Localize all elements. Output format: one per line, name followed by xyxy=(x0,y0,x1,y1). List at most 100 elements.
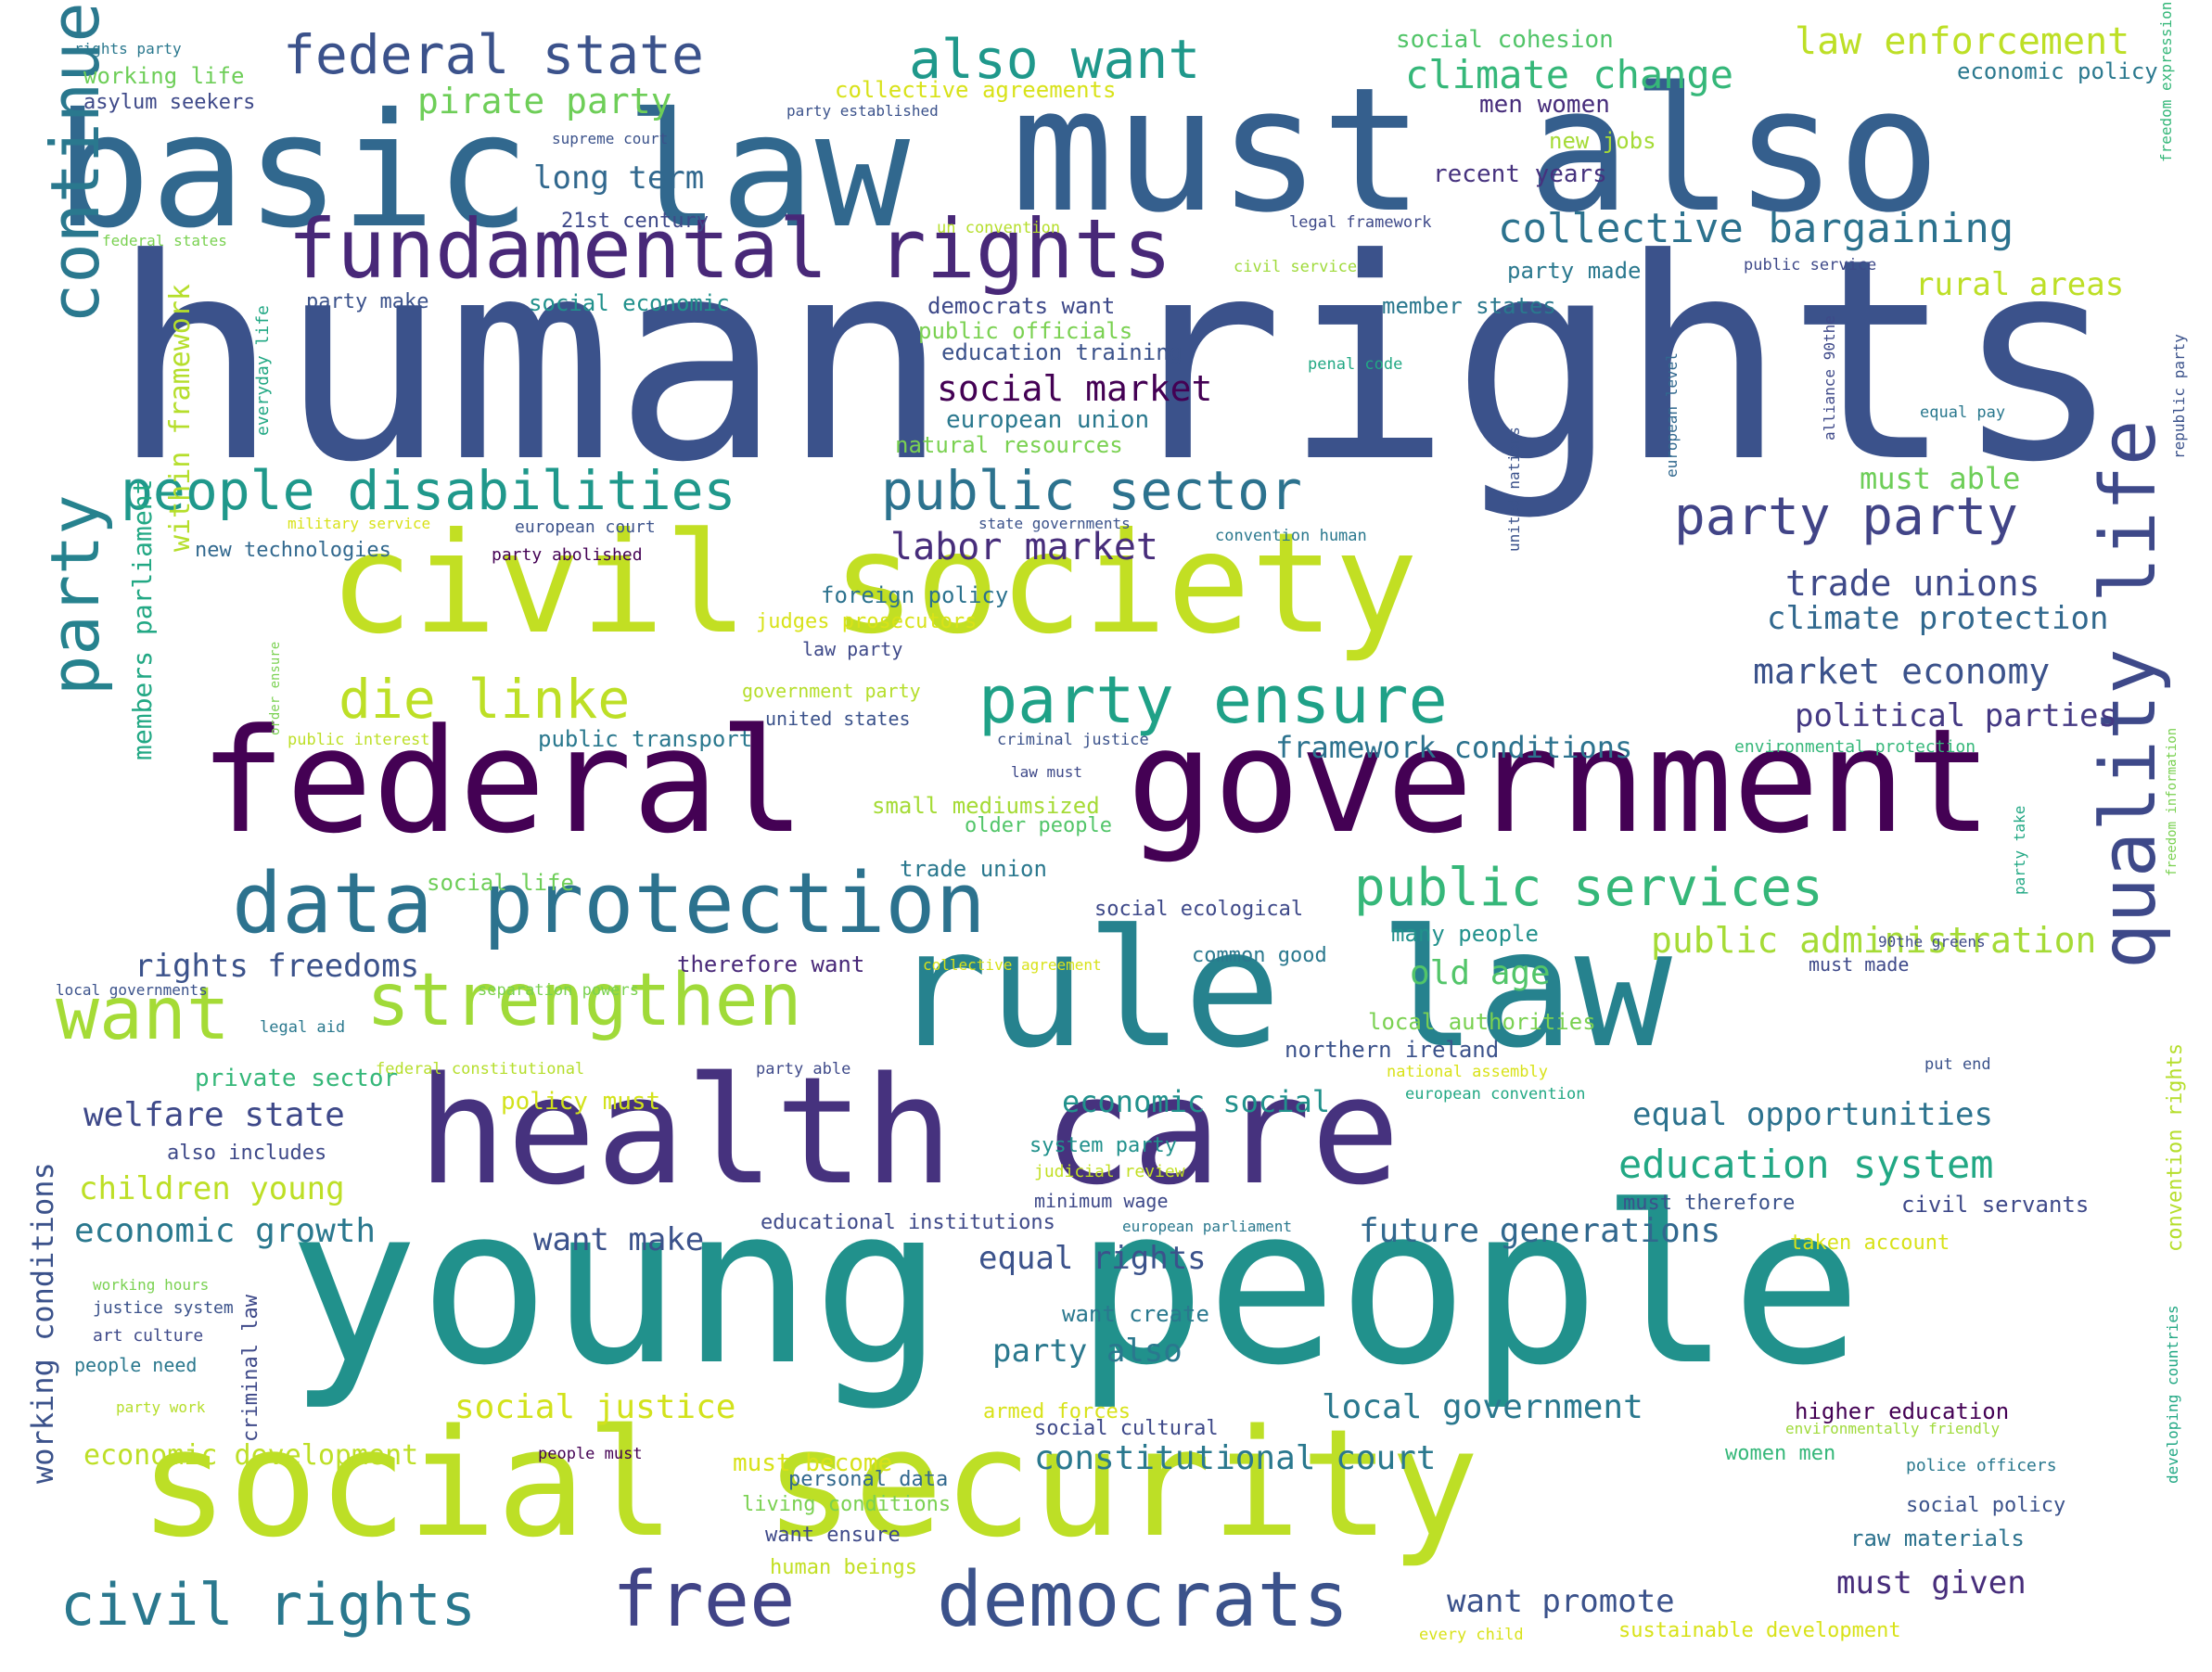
cloud-word: want xyxy=(56,973,230,1056)
cloud-word: freedom information xyxy=(2165,727,2180,876)
cloud-word: united states xyxy=(765,708,911,730)
cloud-word: social cultural xyxy=(1034,1417,1219,1440)
cloud-word: state governments xyxy=(978,515,1131,532)
cloud-word: social economic xyxy=(529,290,730,316)
cloud-word: party abolished xyxy=(492,545,643,565)
cloud-word: social life xyxy=(427,870,574,896)
cloud-word: party take xyxy=(2011,805,2028,895)
cloud-word: rights freedoms xyxy=(134,948,420,985)
cloud-word: personal data xyxy=(788,1468,949,1491)
cloud-word: european convention xyxy=(1405,1085,1586,1104)
cloud-word: working life xyxy=(83,63,245,89)
cloud-word: public administration xyxy=(1651,920,2097,961)
cloud-word: framework conditions xyxy=(1275,730,1633,765)
cloud-word: member states xyxy=(1382,293,1556,319)
cloud-word: collective agreement xyxy=(923,956,1102,974)
cloud-word: rights party xyxy=(74,40,182,57)
cloud-word: within framework xyxy=(164,284,197,552)
cloud-word: welfare state xyxy=(83,1096,345,1134)
cloud-word: therefore want xyxy=(677,951,865,977)
cloud-word: must therefore xyxy=(1623,1192,1796,1215)
cloud-word: working hours xyxy=(93,1276,210,1294)
cloud-word: democrats want xyxy=(927,293,1116,319)
cloud-word: european parliament xyxy=(1122,1218,1293,1235)
cloud-word: federal state xyxy=(283,23,704,86)
cloud-word: basic law xyxy=(56,80,911,263)
cloud-word: equal pay xyxy=(1920,403,2006,422)
cloud-word: public service xyxy=(1744,256,1877,274)
cloud-word: civil service xyxy=(1234,258,1358,276)
cloud-word: human beings xyxy=(770,1556,917,1579)
cloud-word: social security xyxy=(139,1397,1479,1570)
cloud-word: members parliament xyxy=(127,479,158,760)
cloud-word: 21st century xyxy=(561,210,709,233)
cloud-word: civil society xyxy=(329,504,1418,665)
cloud-word: civil servants xyxy=(1901,1192,2090,1218)
cloud-word: people must xyxy=(538,1445,643,1463)
cloud-word: pirate party xyxy=(417,81,672,121)
cloud-word: separation powers xyxy=(478,981,639,1000)
cloud-word: economic growth xyxy=(74,1212,377,1250)
cloud-word: alliance 90the xyxy=(1821,315,1838,440)
cloud-word: party work xyxy=(116,1398,206,1416)
cloud-word: un convention xyxy=(937,219,1061,237)
cloud-word: raw materials xyxy=(1850,1525,2025,1551)
cloud-word: labor market xyxy=(890,526,1158,568)
cloud-word: police officers xyxy=(1906,1456,2057,1475)
cloud-word: trade union xyxy=(900,856,1047,882)
cloud-word: government xyxy=(1127,697,1993,865)
cloud-word: taken account xyxy=(1790,1232,1950,1255)
cloud-word: want make xyxy=(533,1221,705,1258)
cloud-word: minimum wage xyxy=(1034,1190,1169,1212)
cloud-word: criminal justice xyxy=(997,731,1149,749)
cloud-word: want promote xyxy=(1447,1583,1675,1620)
cloud-word: local government xyxy=(1322,1388,1643,1426)
cloud-word: social market xyxy=(937,368,1213,409)
cloud-word: education system xyxy=(1618,1142,1994,1187)
cloud-word: political parties xyxy=(1795,697,2117,734)
cloud-word: education training xyxy=(941,339,1183,365)
cloud-word: local governments xyxy=(56,981,208,999)
cloud-word: party party xyxy=(1674,487,2018,547)
cloud-word: working conditions xyxy=(25,1162,60,1484)
cloud-word: want ensure xyxy=(765,1524,901,1547)
cloud-word: public services xyxy=(1354,858,1823,918)
cloud-word: men women xyxy=(1479,91,1610,119)
cloud-word: must made xyxy=(1809,953,1910,976)
cloud-word: strengthen xyxy=(366,959,802,1042)
cloud-word: sustainable development xyxy=(1618,1619,1901,1642)
cloud-word: convention rights xyxy=(2164,1042,2187,1252)
cloud-word: united nations xyxy=(1505,427,1523,552)
cloud-word: rule law xyxy=(890,896,1672,1084)
cloud-word: people need xyxy=(74,1354,198,1376)
cloud-word: environmental protection xyxy=(1734,737,1976,757)
cloud-word: foreign policy xyxy=(821,582,1009,608)
cloud-word: legal framework xyxy=(1289,213,1432,232)
cloud-word: european court xyxy=(515,517,656,537)
cloud-word: public interest xyxy=(288,731,430,749)
cloud-word: democrats xyxy=(937,1556,1349,1644)
cloud-word: social justice xyxy=(454,1388,736,1426)
cloud-word: educational institutions xyxy=(761,1211,1055,1234)
cloud-word: 90the greens xyxy=(1878,933,1986,951)
cloud-word: social cohesion xyxy=(1396,26,1614,54)
cloud-word: penal code xyxy=(1308,355,1403,374)
cloud-word: equal opportunities xyxy=(1632,1096,1993,1133)
cloud-word: party made xyxy=(1507,258,1642,284)
cloud-word: women men xyxy=(1725,1442,1836,1465)
cloud-word: must able xyxy=(1860,461,2021,496)
cloud-word: want create xyxy=(1062,1301,1209,1327)
cloud-word: private sector xyxy=(195,1065,399,1092)
cloud-word: climate change xyxy=(1405,52,1734,97)
cloud-word: european union xyxy=(946,406,1150,434)
cloud-word: law enforcement xyxy=(1795,20,2130,63)
cloud-word: freedom expression xyxy=(2157,2,2175,163)
cloud-word: party xyxy=(36,494,114,696)
cloud-word: public transport xyxy=(538,726,753,752)
cloud-word: system party xyxy=(1029,1134,1177,1157)
cloud-word: quality life xyxy=(2085,419,2173,969)
cloud-word: social policy xyxy=(1906,1494,2066,1517)
cloud-word: constitutional court xyxy=(1034,1439,1437,1477)
cloud-word: fundamental rights xyxy=(288,201,1172,297)
